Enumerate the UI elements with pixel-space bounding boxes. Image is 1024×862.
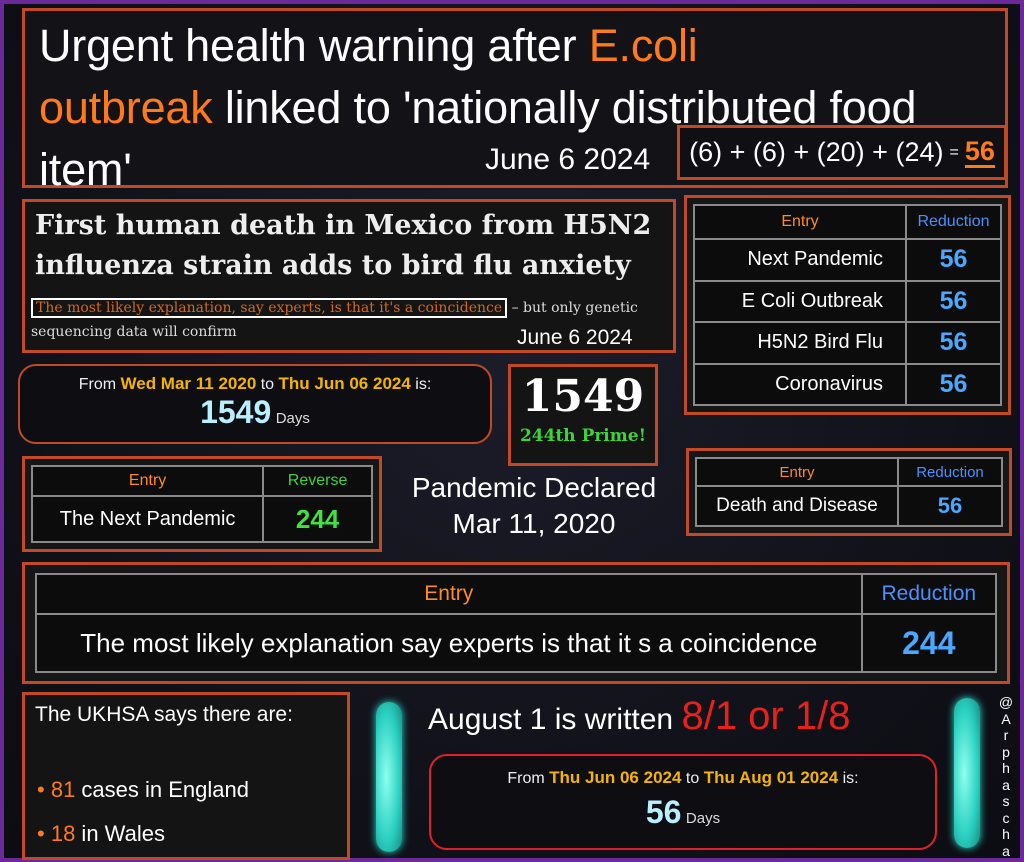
- ukhsa-heading: The UKHSA says there are:: [35, 703, 293, 726]
- reduction-table-coincidence: Entry Reduction The most likely explanat…: [22, 562, 1010, 684]
- pandemic-declared: Pandemic Declared Mar 11, 2020: [384, 470, 684, 542]
- mexico-quote: The most likely explanation, say experts…: [31, 298, 508, 318]
- date-range-1549: From Wed Mar 11 2020 to Thu Jun 06 2024 …: [18, 364, 492, 444]
- mexico-headline: First human death in Mexico from H5N2 in…: [35, 210, 652, 281]
- mexico-news-panel: First human death in Mexico from H5N2 in…: [22, 199, 676, 353]
- headline-date: June 6 2024: [485, 143, 651, 176]
- equation-equals: =: [949, 143, 959, 161]
- table-row: The most likely explanation say experts …: [35, 613, 998, 673]
- headline-highlight-outbreak: outbreak: [39, 82, 213, 133]
- t2-head-entry: Entry: [30, 465, 265, 497]
- august-date-note: August 1 is written 8/1 or 1/8: [428, 694, 851, 738]
- headline-panel: Urgent health warning after E.coli outbr…: [22, 8, 1008, 195]
- date-range-56: From Thu Jun 06 2024 to Thu Aug 01 2024 …: [429, 754, 937, 850]
- pandemic-line1: Pandemic Declared: [411, 472, 657, 503]
- bacteria-icon: [368, 702, 410, 852]
- headline-text-1: Urgent health warning after: [39, 20, 589, 71]
- headline-title: Urgent health warning after E.coli outbr…: [39, 15, 1009, 201]
- range2-count: 56: [645, 794, 682, 830]
- mexico-subtext-rest: – but only genetic sequencing data will …: [31, 300, 638, 340]
- range1-unit: Days: [275, 410, 310, 427]
- mexico-date: June 6 2024: [517, 326, 633, 349]
- author-signature: @ A r p h a s c h a d: [998, 694, 1014, 862]
- reduction-table-56: Entry Reduction Next Pandemic 56 E Coli …: [684, 195, 1011, 415]
- range1-line: From Wed Mar 11 2020 to Thu Jun 06 2024 …: [78, 374, 432, 393]
- t1-head-entry: Entry: [693, 204, 907, 240]
- range1-result: 1549 Days: [20, 394, 490, 431]
- gematria-equation: (6) + (6) + (20) + (24) = 56: [677, 125, 1007, 180]
- list-item: • 18 in Wales: [37, 821, 165, 846]
- t3-head-value: Reduction: [896, 457, 1004, 487]
- table-row: E Coli Outbreak 56: [693, 279, 1003, 323]
- prime-panel: 1549 244th Prime!: [508, 364, 658, 466]
- mexico-subtext: The most likely explanation, say experts…: [31, 296, 671, 344]
- t4-head-entry: Entry: [35, 573, 863, 615]
- headline-highlight-ecoli: E.coli: [588, 20, 698, 71]
- range2-from: Thu Jun 06 2024: [549, 768, 682, 787]
- list-item: • 81 cases in England: [37, 777, 249, 802]
- range1-count: 1549: [200, 394, 272, 430]
- t1-head-value: Reduction: [904, 204, 1003, 240]
- range2-line: From Thu Jun 06 2024 to Thu Aug 01 2024 …: [507, 768, 859, 787]
- range1-from: Wed Mar 11 2020: [120, 374, 257, 393]
- ukhsa-panel: The UKHSA says there are: • 81 cases in …: [22, 692, 350, 860]
- equation-terms: (6) + (6) + (20) + (24): [689, 137, 944, 167]
- range1-to: Thu Jun 06 2024: [278, 374, 411, 393]
- table-row: The Next Pandemic 244: [30, 495, 373, 543]
- t3-head-entry: Entry: [695, 457, 899, 487]
- range2-unit: Days: [685, 810, 721, 827]
- reduction-table-death: Entry Reduction Death and Disease 56: [686, 448, 1012, 536]
- prime-number: 1549: [521, 371, 645, 422]
- range2-result: 56 Days: [431, 794, 935, 831]
- table-row: Death and Disease 56: [695, 485, 1004, 527]
- table-row: Coronavirus 56: [693, 362, 1003, 406]
- table-row: Next Pandemic 56: [693, 238, 1003, 282]
- table-row: H5N2 Bird Flu 56: [693, 321, 1003, 365]
- bacteria-icon: [946, 698, 988, 848]
- t2-head-value: Reverse: [262, 465, 373, 497]
- prime-label: 244th Prime!: [519, 426, 647, 446]
- equation-total: 56: [964, 136, 995, 168]
- headline-text-2: linked to 'nationally distributed food i…: [39, 82, 917, 195]
- pandemic-line2: Mar 11, 2020: [452, 508, 616, 539]
- t4-head-value: Reduction: [860, 573, 998, 615]
- range2-to: Thu Aug 01 2024: [703, 768, 839, 787]
- reverse-table-244: Entry Reverse The Next Pandemic 244: [22, 456, 382, 552]
- august-highlight: 8/1 or 1/8: [681, 694, 851, 738]
